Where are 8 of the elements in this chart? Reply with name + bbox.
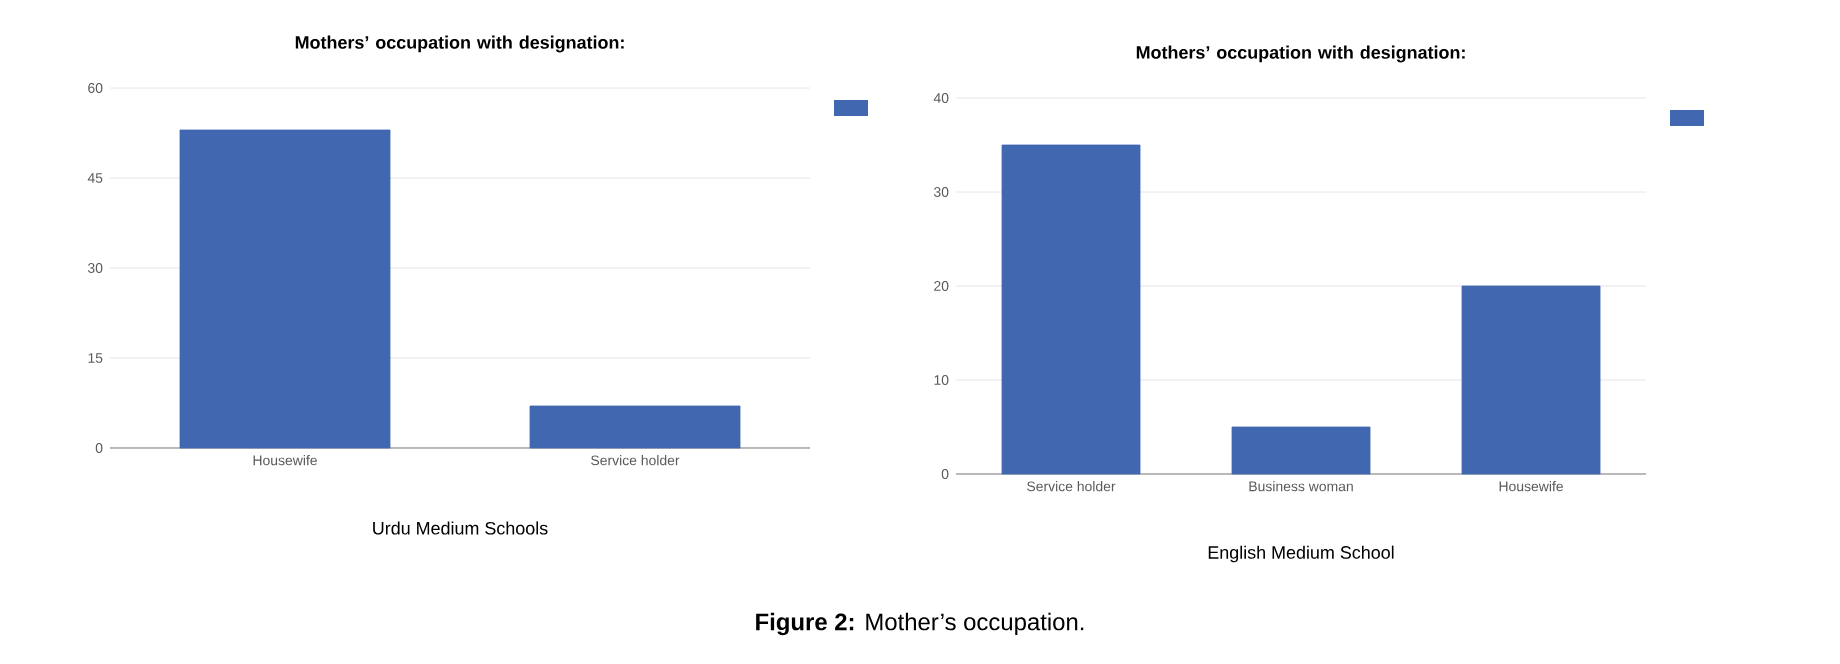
- chart-title: Mothers’ occupation with designation:: [1136, 45, 1465, 63]
- x-axis-title: English Medium School: [1208, 545, 1394, 563]
- bar: [1231, 426, 1371, 475]
- x-axis-title: Urdu Medium Schools: [373, 521, 548, 535]
- bar: [1461, 285, 1601, 475]
- bar: [1001, 144, 1141, 475]
- chart-title: Mothers’ occupation with designation:: [295, 35, 624, 53]
- text: Figure 2: Mother’s occupation.: [756, 612, 1084, 636]
